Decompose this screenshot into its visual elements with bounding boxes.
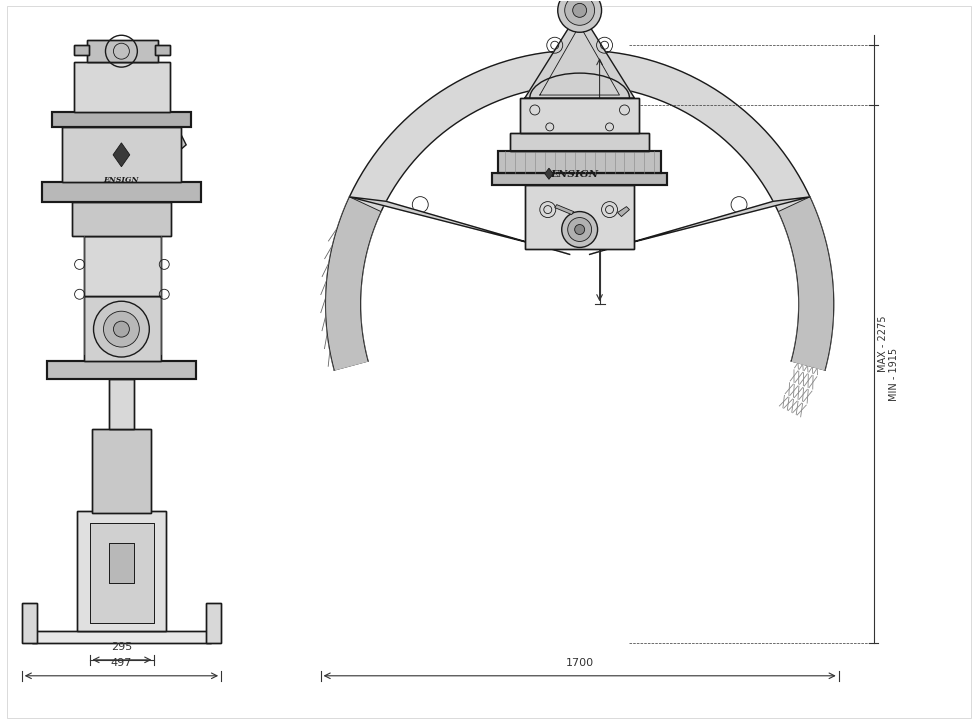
Bar	[52, 112, 191, 127]
Bar	[525, 185, 634, 250]
Circle shape	[557, 0, 601, 33]
Bar	[62, 127, 181, 182]
Bar	[90, 523, 154, 623]
Bar	[83, 237, 161, 296]
Bar	[92, 429, 151, 513]
Polygon shape	[325, 50, 832, 370]
Circle shape	[564, 0, 594, 25]
Bar	[52, 112, 191, 127]
Bar	[83, 237, 161, 296]
Bar	[42, 182, 201, 201]
Polygon shape	[544, 168, 553, 180]
Polygon shape	[778, 197, 832, 370]
Circle shape	[567, 217, 591, 242]
Polygon shape	[325, 197, 381, 370]
Bar	[21, 603, 37, 643]
Bar	[497, 151, 660, 173]
Bar	[109, 543, 134, 583]
Bar	[47, 361, 196, 379]
Bar	[497, 151, 660, 173]
Bar	[491, 173, 666, 185]
Polygon shape	[525, 10, 634, 98]
Bar	[509, 133, 649, 151]
Polygon shape	[554, 205, 573, 214]
Bar	[90, 523, 154, 623]
Bar	[86, 41, 158, 62]
Bar	[76, 511, 166, 631]
Bar	[83, 296, 161, 361]
Bar	[47, 361, 196, 379]
Bar	[62, 127, 181, 182]
Bar	[109, 379, 134, 429]
Bar	[31, 631, 211, 643]
Circle shape	[561, 211, 597, 248]
Bar	[491, 173, 666, 185]
Bar	[92, 429, 151, 513]
Text: ENSIGN: ENSIGN	[104, 176, 139, 184]
Polygon shape	[113, 143, 130, 167]
Circle shape	[113, 321, 129, 337]
Bar	[520, 98, 639, 133]
Bar	[155, 45, 170, 55]
Bar	[206, 603, 221, 643]
Bar	[76, 511, 166, 631]
Text: ENSIGN: ENSIGN	[550, 170, 598, 180]
Circle shape	[574, 224, 584, 235]
Bar	[71, 201, 171, 237]
Polygon shape	[147, 135, 186, 174]
Bar	[73, 45, 89, 55]
Bar	[155, 45, 170, 55]
Bar	[71, 201, 171, 237]
Bar	[73, 62, 170, 112]
Bar	[109, 379, 134, 429]
Bar	[42, 182, 201, 201]
Bar	[109, 543, 134, 583]
Bar	[520, 98, 639, 133]
Bar	[86, 41, 158, 62]
Bar	[206, 603, 221, 643]
Bar	[31, 631, 211, 643]
Text: 770: 770	[611, 169, 621, 190]
Polygon shape	[589, 197, 809, 254]
Text: 1700: 1700	[565, 658, 593, 668]
Bar	[73, 62, 170, 112]
Polygon shape	[616, 206, 629, 216]
Bar	[83, 296, 161, 361]
Text: 497: 497	[110, 658, 132, 668]
Circle shape	[94, 301, 149, 357]
Bar	[525, 185, 634, 250]
Bar	[73, 45, 89, 55]
Text: MIN - 1915: MIN - 1915	[888, 348, 899, 400]
Text: 295: 295	[111, 642, 133, 652]
Circle shape	[573, 4, 586, 17]
Polygon shape	[349, 197, 570, 254]
Text: MAX - 2275: MAX - 2275	[877, 316, 887, 372]
Circle shape	[104, 311, 139, 347]
Bar	[21, 603, 37, 643]
Bar	[509, 133, 649, 151]
